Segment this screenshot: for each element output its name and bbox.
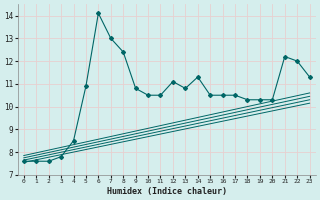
X-axis label: Humidex (Indice chaleur): Humidex (Indice chaleur) [107,187,227,196]
